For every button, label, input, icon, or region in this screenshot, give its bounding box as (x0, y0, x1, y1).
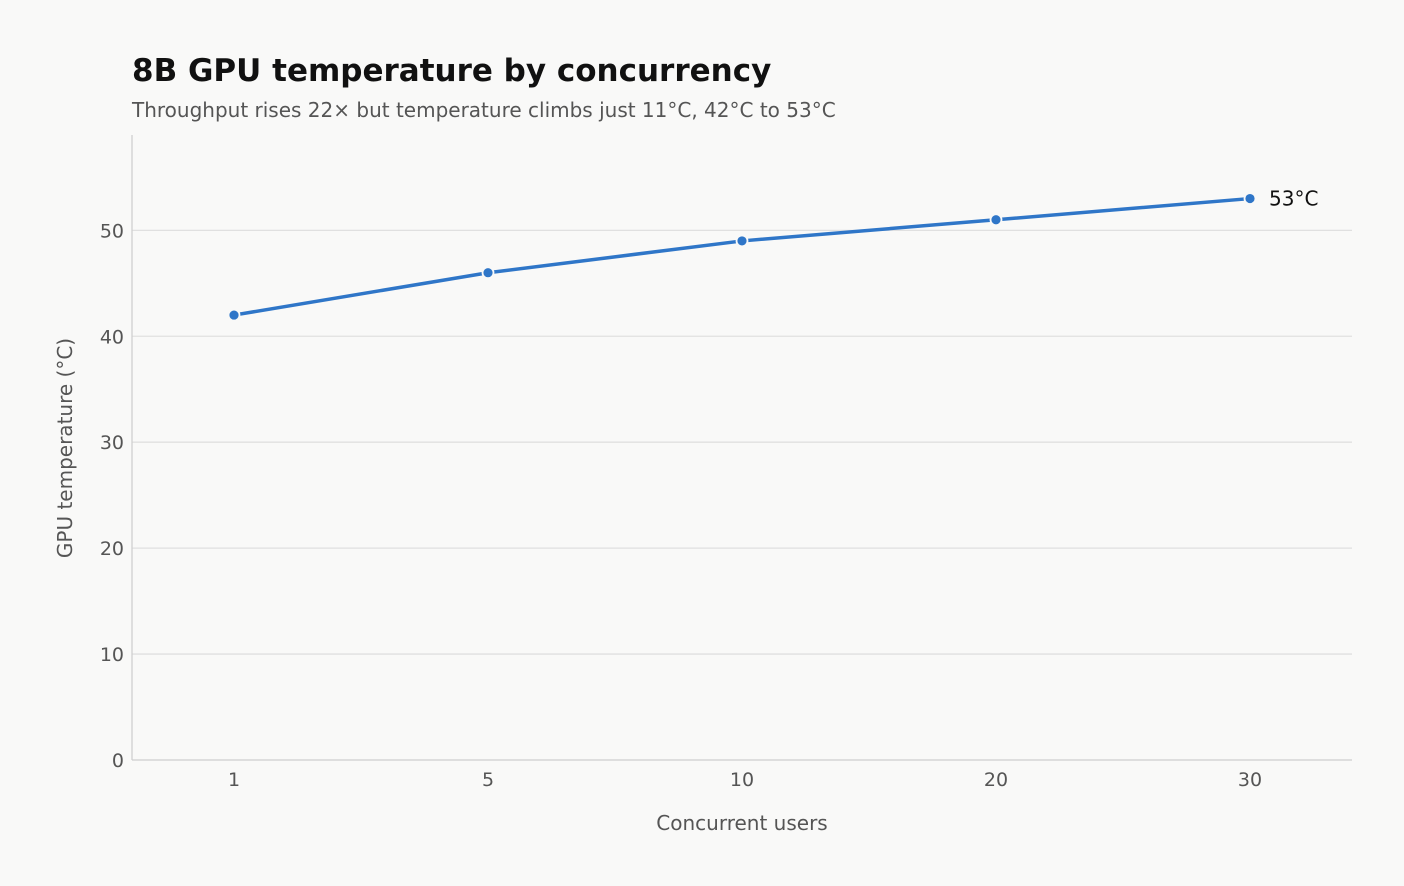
y-tick-label-10: 10 (100, 644, 124, 666)
x-axis-ticks: 1 5 10 20 30 (228, 769, 1262, 791)
x-tick-label-1: 1 (228, 769, 240, 791)
gridlines (132, 229, 1352, 655)
data-point-20 (989, 213, 1003, 227)
y-tick-label-0: 0 (112, 750, 124, 772)
data-point-30 (1243, 192, 1257, 205)
x-axis-title: Concurrent users (656, 811, 827, 835)
x-tick-label-5: 5 (482, 769, 494, 791)
y-tick-label-30: 30 (100, 432, 124, 454)
y-tick-label-40: 40 (100, 326, 124, 348)
x-tick-label-10: 10 (730, 769, 754, 791)
axes (131, 135, 1352, 761)
y-axis-ticks: 0 10 20 30 40 50 (100, 220, 124, 772)
data-point-1 (227, 308, 241, 322)
data-point-10 (735, 234, 749, 248)
y-axis-title: GPU temperature (°C) (53, 338, 77, 558)
y-tick-label-50: 50 (100, 220, 124, 242)
chart-title: 8B GPU temperature by concurrency (132, 53, 771, 89)
series (227, 192, 1257, 322)
x-tick-label-20: 20 (984, 769, 1008, 791)
y-tick-label-20: 20 (100, 538, 124, 560)
chart-subtitle: Throughput rises 22× but temperature cli… (131, 98, 836, 122)
end-value-label: 53°C (1269, 187, 1318, 211)
x-tick-label-30: 30 (1238, 769, 1262, 791)
data-point-5 (481, 266, 495, 280)
series-line (232, 196, 1252, 317)
